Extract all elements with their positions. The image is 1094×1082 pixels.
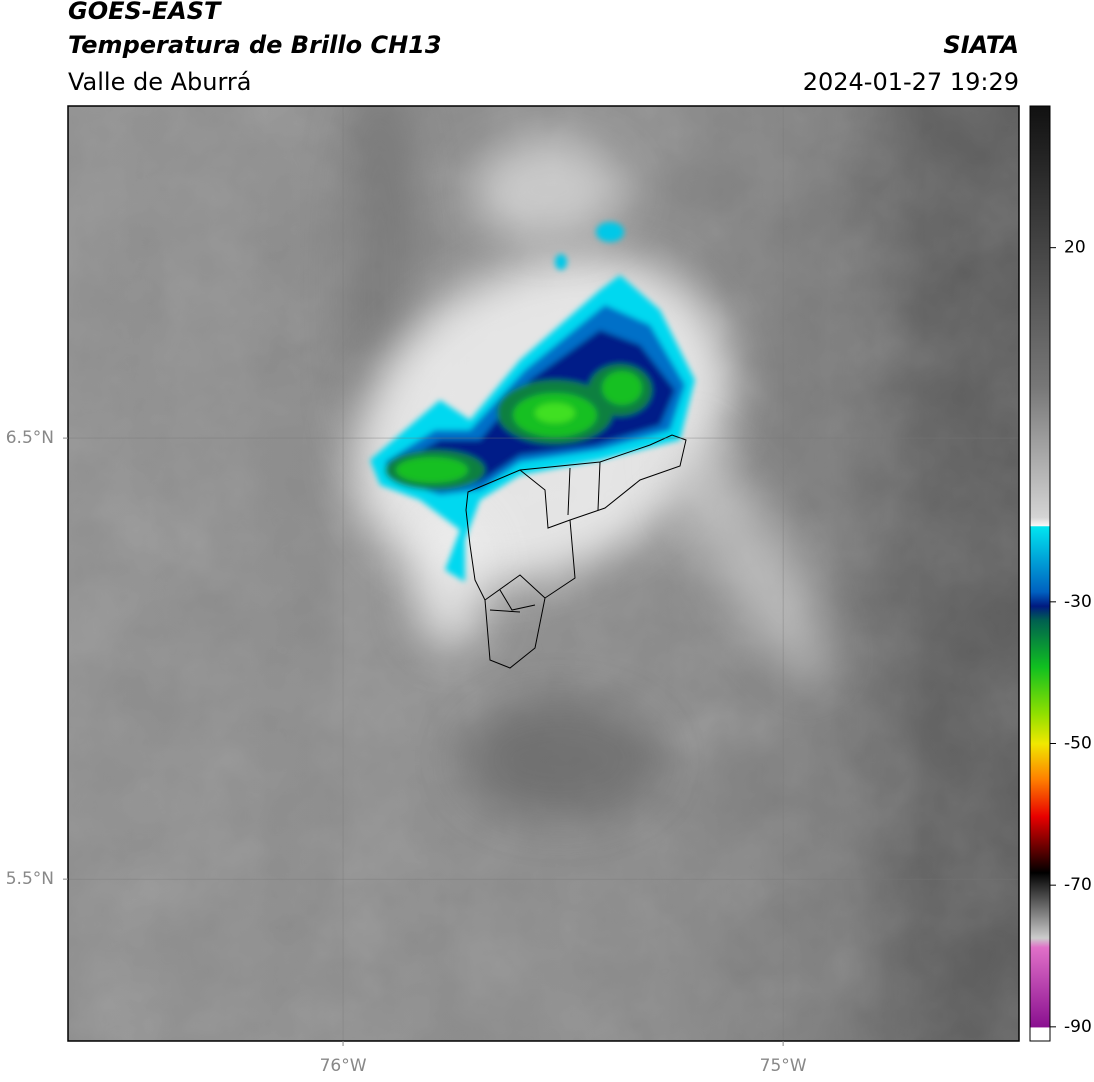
title: GOES-EAST: [68, 0, 222, 25]
colorbar-tick-label: -30: [1064, 592, 1092, 612]
map-frame: [67, 105, 1020, 1042]
colorbar-tick-label: -70: [1064, 875, 1092, 895]
x-tick-label: 76°W: [320, 1056, 367, 1076]
colorbar-tick-label: 20: [1064, 238, 1086, 258]
source: SIATA: [943, 31, 1019, 59]
colorbar: [1029, 105, 1051, 1042]
x-tick-label: 75°W: [760, 1056, 807, 1076]
graticule: [68, 106, 1019, 1041]
region: Valle de Aburrá: [68, 68, 252, 96]
colorbar-tick-label: -50: [1064, 734, 1092, 754]
map-image: [68, 106, 1019, 1041]
subtitle: Temperatura de Brillo CH13: [68, 31, 442, 59]
timestamp: 2024-01-27 19:29: [803, 68, 1019, 96]
y-tick-label: 5.5°N: [6, 869, 54, 889]
y-tick-label: 6.5°N: [6, 428, 54, 448]
colorbar-tick-label: -90: [1064, 1017, 1092, 1037]
